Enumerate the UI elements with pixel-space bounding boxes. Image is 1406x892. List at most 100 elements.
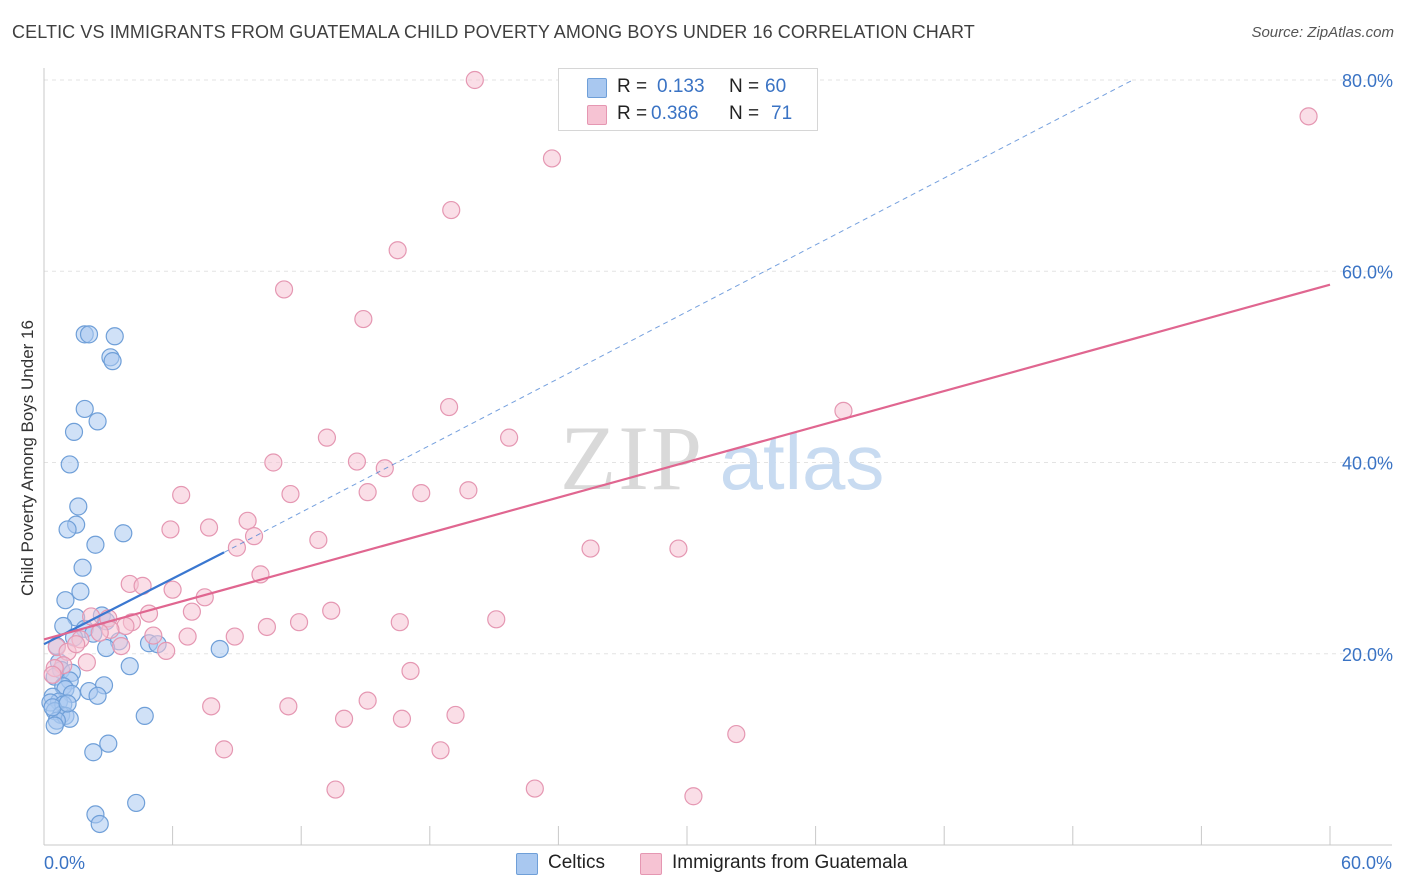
guatemala-point <box>390 613 409 632</box>
celtic-point <box>88 686 107 705</box>
celtic-point <box>120 657 139 676</box>
guatemala-point <box>289 613 309 632</box>
guatemala-point <box>274 280 294 299</box>
celtic-point <box>58 694 77 713</box>
celtic-point <box>64 422 84 441</box>
guatemala-point <box>257 617 277 637</box>
celtic-point <box>69 497 88 516</box>
watermark-atlas: atlas <box>720 418 885 506</box>
legend-r-value: 0.386 <box>651 103 699 124</box>
guatemala-point <box>116 616 135 636</box>
celtic-point <box>60 455 79 474</box>
guatemala-point <box>347 452 367 471</box>
guatemala-point <box>172 485 191 505</box>
guatemala-point <box>157 641 176 660</box>
celtics-swatch <box>587 78 607 98</box>
celtic-point <box>88 412 107 431</box>
guatemala-point <box>238 511 257 530</box>
guatemala-point <box>442 200 461 220</box>
guatemala-point <box>358 483 377 502</box>
celtic-point <box>97 638 116 658</box>
guatemala-point <box>439 397 459 417</box>
guatemala-point <box>446 705 465 725</box>
guatemala-point <box>264 453 283 472</box>
y-axis-label: Child Poverty Among Boys Under 16 <box>18 320 37 596</box>
guatemala-point <box>67 635 86 654</box>
guatemala-point <box>500 428 519 447</box>
grid-layer <box>44 79 1392 655</box>
guatemala-point <box>225 627 244 646</box>
celtic-point <box>135 706 154 726</box>
celtic-point <box>79 325 99 344</box>
guatemala-swatch <box>587 105 607 125</box>
celtic-point <box>71 582 90 601</box>
guatemala-point <box>412 484 431 503</box>
y-tick-label: 80.0% <box>1342 71 1393 91</box>
guatemala-point <box>358 691 377 710</box>
watermark-zip: ZIP <box>560 407 704 509</box>
celtic-point <box>127 793 146 813</box>
celtic-point <box>103 352 122 371</box>
guatemala-point <box>163 580 182 599</box>
guatemala-point <box>279 697 298 716</box>
guatemala-point <box>684 787 703 806</box>
guatemala-point <box>459 481 478 500</box>
legend-n-value: 71 <box>771 103 793 124</box>
guatemala-point <box>326 780 345 799</box>
guatemala-point <box>161 520 180 539</box>
celtics-legend-label: Celtics <box>548 852 606 873</box>
celtic-point <box>58 520 77 539</box>
guatemala-point <box>375 459 394 478</box>
x-tick-label: 60.0% <box>1341 853 1392 873</box>
celtic-point <box>43 698 62 717</box>
guatemala-point <box>727 724 746 744</box>
guatemala-point <box>431 741 450 760</box>
guatemala-point <box>139 604 159 623</box>
axis-layer <box>43 68 1392 846</box>
y-tick-label: 40.0% <box>1342 454 1393 474</box>
legend-r-value: 0.133 <box>657 76 705 97</box>
guatemala-point <box>214 740 234 759</box>
celtic-point <box>114 524 133 543</box>
legend-n-label: N = <box>729 76 760 97</box>
legend-r-label: R = <box>617 103 648 124</box>
celtic-point <box>90 814 109 834</box>
guatemala-point <box>244 527 264 546</box>
guatemala-point <box>309 530 328 550</box>
celtics-legend-swatch <box>516 853 538 875</box>
legend-n-value: 60 <box>765 76 787 97</box>
guatemala-point <box>317 428 337 447</box>
guatemala-point <box>1299 107 1318 126</box>
tick-labels: 20.0% 40.0% 60.0% 80.0% 0.0% 60.0% <box>44 71 1393 873</box>
celtic-point <box>73 558 92 577</box>
guatemala-point <box>487 610 506 629</box>
celtic-point <box>75 399 94 419</box>
guatemala-points <box>43 70 1318 806</box>
guatemala-point <box>388 241 407 260</box>
y-tick-label: 60.0% <box>1342 262 1393 282</box>
guatemala-point <box>281 484 300 504</box>
guatemala-point <box>354 309 373 329</box>
legend-r-label: R = <box>617 76 648 97</box>
source-label: Source: ZipAtlas.com <box>1251 24 1394 41</box>
celtic-trend-line <box>43 551 225 646</box>
guatemala-point <box>392 709 412 728</box>
guatemala-point <box>202 697 221 716</box>
guatemala-point <box>322 601 341 620</box>
guatemala-point <box>144 626 163 645</box>
guatemala-legend-swatch <box>640 853 662 875</box>
celtic-point <box>99 734 118 753</box>
trend-layer <box>43 79 1331 646</box>
guatemala-point <box>525 779 544 798</box>
guatemala-point <box>77 653 96 672</box>
chart-title: CELTIC VS IMMIGRANTS FROM GUATEMALA CHIL… <box>12 22 975 42</box>
guatemala-point <box>542 149 562 168</box>
celtic-point <box>84 743 103 762</box>
stats-legend: R = 0.133 N = 60 R = 0.386 N = 71 <box>558 68 818 131</box>
guatemala-point <box>43 665 62 684</box>
x-tick-label: 0.0% <box>44 853 85 873</box>
guatemala-point <box>401 661 420 681</box>
celtic-point <box>210 639 229 659</box>
legend-n-label: N = <box>729 103 760 124</box>
